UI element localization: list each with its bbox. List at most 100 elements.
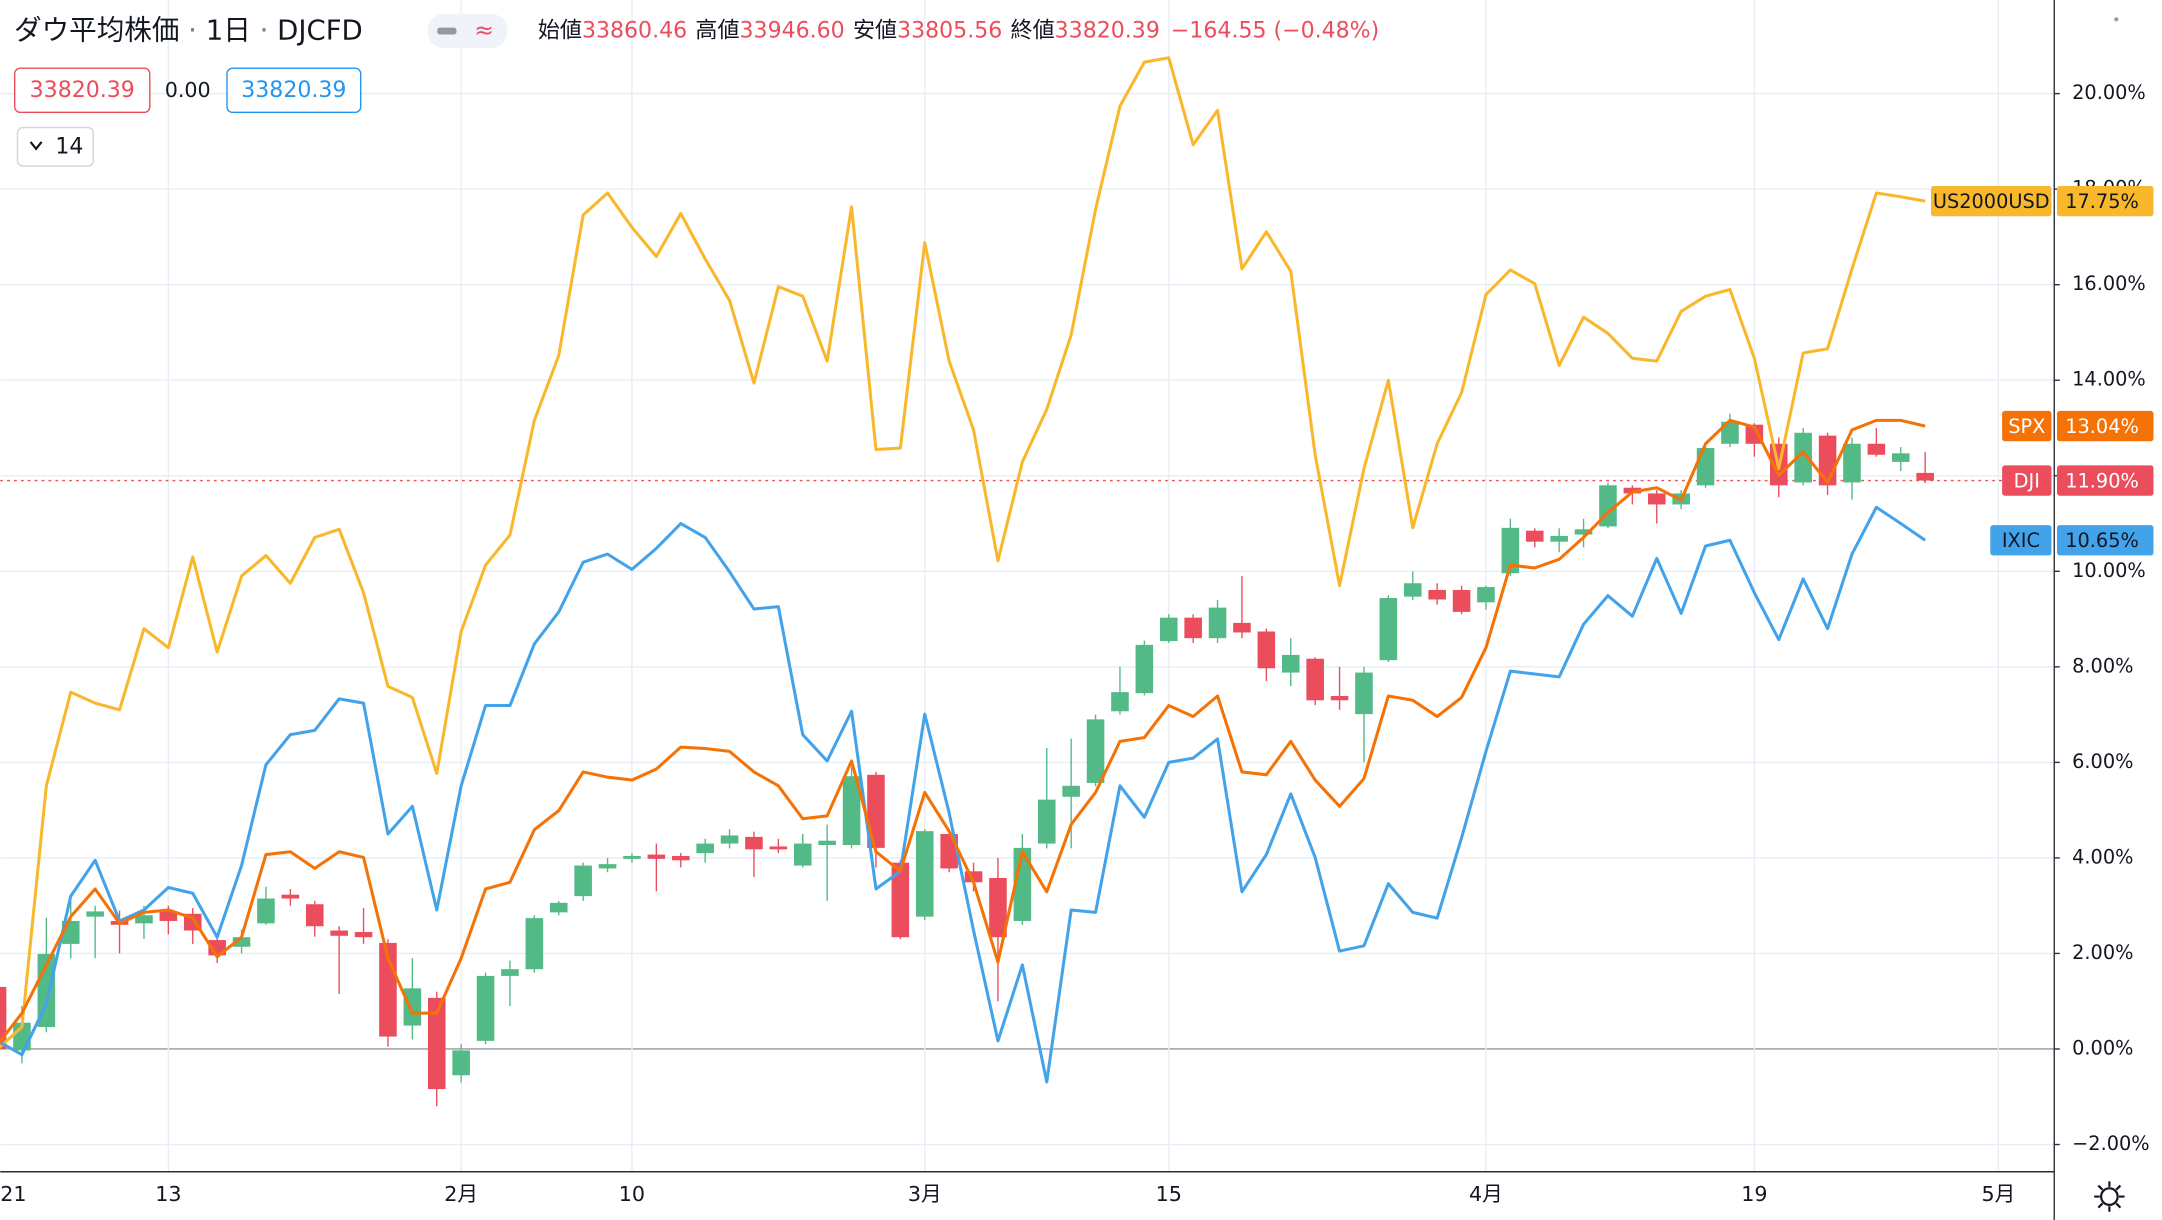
candle-body	[427, 997, 446, 1090]
y-tick-label: 10.00%	[2072, 559, 2146, 582]
last-value-label: 17.75%	[2065, 190, 2139, 213]
candle-body	[1501, 527, 1520, 574]
candle-body	[1184, 617, 1202, 639]
candle-body	[671, 856, 690, 861]
series-line	[0, 418, 1926, 1044]
x-tick-label: 15	[1156, 1182, 1182, 1206]
y-tick-label: 16.00%	[2072, 272, 2146, 295]
candle-body	[720, 835, 739, 844]
series-name-box	[1931, 185, 2052, 217]
x-tick-label: 19	[1741, 1182, 1767, 1206]
candle-body	[1843, 443, 1861, 483]
last-value-box	[2057, 410, 2154, 442]
candle-body	[574, 865, 592, 897]
ohlc-label: 安値	[853, 19, 897, 44]
candle-body	[1647, 493, 1666, 505]
y-tick-label: −2.00%	[2072, 1132, 2149, 1155]
candle-body	[1208, 607, 1227, 639]
gear-ring	[2100, 1187, 2119, 1206]
candle-body	[915, 831, 934, 917]
candle-body	[1306, 658, 1324, 701]
candle-body	[281, 894, 300, 899]
sell-button[interactable]	[14, 67, 151, 114]
candle-body	[842, 776, 861, 846]
ohlc-line: 始値33860.46 高値33946.60 安値33805.56 終値33820.39…	[538, 19, 1379, 44]
candle-body	[1037, 799, 1056, 844]
last-value-label: 11.90%	[2065, 469, 2139, 492]
series-name-box	[1990, 525, 2052, 556]
last-value-box	[2057, 185, 2154, 217]
candle-body	[598, 864, 617, 869]
candle-body	[1159, 617, 1178, 642]
candle-body	[793, 843, 812, 866]
x-tick-label: 10	[619, 1182, 645, 1206]
candle-body	[1086, 719, 1105, 783]
indicators-toggle[interactable]	[16, 126, 94, 167]
change: −164.55 (−0.48%)	[1171, 19, 1379, 44]
x-tick-label: 21	[0, 1182, 26, 1206]
series-name: DJI	[2014, 469, 2040, 492]
spread: 0.00	[165, 78, 211, 102]
ohlc-value: 33820.39	[1055, 19, 1160, 44]
separator: ·	[179, 14, 205, 47]
candle-body	[452, 1050, 470, 1076]
candle-body	[1330, 695, 1349, 701]
candle-body	[1428, 589, 1446, 600]
x-tick-label: 5月	[1981, 1182, 2015, 1206]
indicator-count: 14	[55, 135, 83, 160]
candle-body	[1721, 421, 1739, 444]
buy-button[interactable]	[226, 67, 362, 114]
candle-body	[1477, 587, 1495, 603]
series-name-box	[2002, 465, 2052, 496]
candle-body	[1696, 448, 1715, 486]
candle-body	[1818, 435, 1837, 486]
candle-body	[1135, 644, 1154, 694]
series-line	[0, 56, 1926, 1049]
candle-body	[1452, 589, 1471, 612]
y-tick-label: 14.00%	[2072, 368, 2146, 391]
ohlc-value: 33946.60	[740, 19, 845, 44]
ask-price: 33820.39	[241, 78, 346, 103]
chevron-icon	[29, 141, 43, 151]
candle-body	[1111, 692, 1129, 712]
interval: 1日	[206, 14, 251, 47]
candle-body	[403, 988, 422, 1026]
candle-body	[647, 854, 666, 859]
bid-price: 33820.39	[30, 78, 135, 103]
candle-body	[1062, 785, 1080, 797]
candle-body	[1574, 529, 1593, 535]
candle-body	[623, 856, 641, 859]
y-tick-label: 0.00%	[2072, 1036, 2133, 1059]
ohlc-value: 33805.56	[897, 19, 1002, 44]
candle-body	[257, 898, 275, 924]
pill-toggle[interactable]	[427, 13, 508, 49]
candle-body	[305, 904, 324, 927]
candle-body	[769, 846, 788, 850]
gear-teeth	[2094, 1181, 2125, 1212]
candle-body	[549, 902, 568, 913]
y-tick-label: 6.00%	[2072, 750, 2133, 773]
candle-body	[86, 911, 104, 917]
candle-body	[0, 986, 7, 1049]
ohlc-value: 33860.46	[582, 19, 687, 44]
candle-body	[159, 911, 178, 921]
last-value-box	[2057, 525, 2154, 556]
minus-icon	[437, 27, 457, 35]
last-value-label: 13.04%	[2065, 415, 2139, 438]
series-name-box	[2002, 410, 2052, 442]
symbol: ダウ平均株価	[14, 14, 179, 47]
candle-body	[1403, 583, 1422, 597]
ohlc-label: 終値	[1011, 19, 1055, 44]
candle-body	[525, 918, 544, 970]
candle-body	[1794, 432, 1812, 483]
series-name: IXIC	[2002, 529, 2040, 552]
candle-body	[964, 871, 983, 883]
approx-icon: ≈	[474, 16, 494, 44]
corner-dot	[2114, 17, 2119, 22]
x-tick-label: 3月	[908, 1182, 942, 1206]
series-line	[0, 505, 1927, 1084]
settings-icon[interactable]	[2094, 1181, 2125, 1212]
x-tick-label: 2月	[444, 1182, 478, 1206]
